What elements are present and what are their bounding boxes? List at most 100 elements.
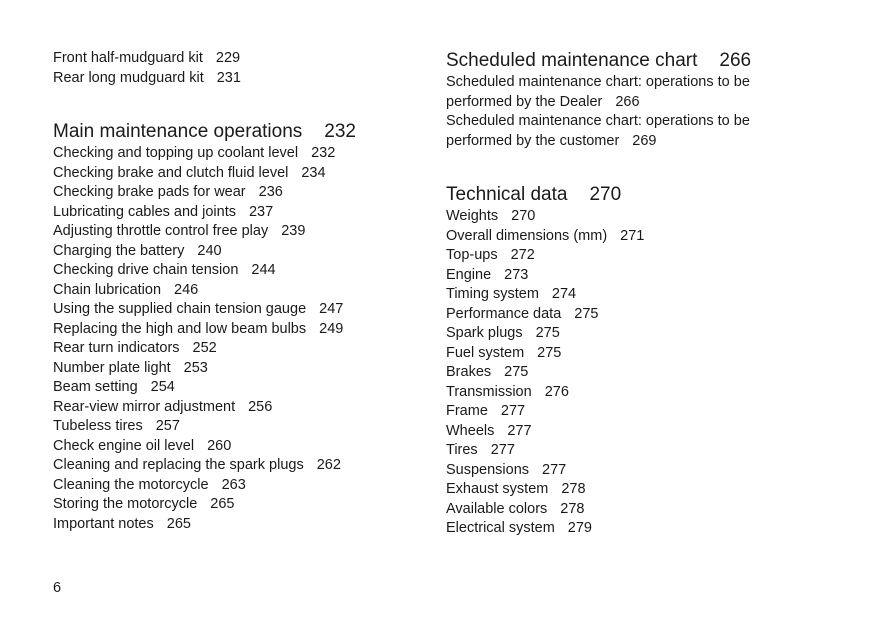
toc-entry-title: Electrical system (446, 520, 555, 536)
toc-entry[interactable]: Using the supplied chain tension gauge 24… (53, 300, 356, 320)
toc-entry-title: Rear-view mirror adjustment (53, 398, 236, 415)
toc-entry[interactable]: Fuel system 275 (446, 344, 644, 364)
toc-heading[interactable]: Scheduled maintenance chart 266 (446, 49, 751, 73)
toc-page-number: 277 (490, 442, 515, 458)
toc-entry[interactable]: Checking and topping up coolant level 232 (53, 144, 356, 164)
toc-entry[interactable]: Scheduled maintenance chart: operations … (446, 112, 751, 132)
toc-entry-title: Front half-mudguard kit (53, 50, 203, 66)
toc-entry-title: Checking and topping up coolant level (53, 145, 299, 161)
toc-page-number: 272 (510, 247, 535, 263)
toc-entry-title: Spark plugs (446, 325, 523, 341)
toc-entry[interactable]: Rear long mudguard kit 231 (53, 69, 241, 89)
toc-page-number: 275 (535, 325, 560, 341)
toc-page-number: 257 (155, 418, 180, 434)
toc-entry[interactable]: Transmission 276 (446, 383, 644, 403)
toc-entry-title: Important notes (53, 515, 154, 532)
toc-entry-title: Checking brake pads for wear (53, 184, 246, 200)
toc-entry-title: Performance data (446, 305, 562, 322)
toc-page-number: 239 (281, 223, 306, 239)
toc-page-number: 236 (258, 184, 283, 200)
toc-entry[interactable]: Chain lubrication 246 (53, 281, 356, 301)
toc-entry-title: Weights (446, 208, 499, 224)
toc-page-number: 249 (319, 320, 344, 337)
toc-entry-title: Cleaning and replacing the spark plugs (53, 457, 304, 473)
toc-page-number: 265 (166, 515, 191, 532)
toc-entry[interactable]: Charging the battery 240 (53, 242, 356, 262)
toc-entry-title: Transmission (446, 383, 532, 400)
toc-page-number: 265 (210, 496, 235, 512)
toc-entry[interactable]: Tubeless tires 257 (53, 417, 356, 437)
toc-entry[interactable]: Beam setting 254 (53, 378, 356, 398)
toc-page-number: 237 (248, 203, 274, 220)
toc-section-technical-data: Technical data 270 Weights 270 Overall dimen… (446, 183, 644, 539)
toc-entry[interactable]: Rear turn indicators 252 (53, 339, 356, 359)
toc-entry[interactable]: Timing system 274 (446, 285, 644, 305)
toc-entry[interactable]: Performance data 275 (446, 305, 644, 325)
toc-page-number: 240 (197, 242, 222, 259)
toc-entry[interactable]: Checking brake pads for wear 236 (53, 183, 356, 203)
toc-page-number: 244 (251, 262, 276, 278)
toc-page-number: 266 (719, 50, 752, 71)
toc-page-number: 277 (500, 403, 526, 419)
toc-entry[interactable]: Engine 273 (446, 266, 644, 286)
toc-entry-title: Engine (446, 266, 492, 283)
toc-entry-title: Tubeless tires (53, 418, 143, 434)
toc-page-number: 269 (632, 132, 657, 149)
toc-entry[interactable]: Rear-view mirror adjustment 256 (53, 398, 356, 418)
toc-page-number: 232 (311, 145, 336, 161)
page-number: 6 (53, 580, 62, 596)
toc-entry-title: Main maintenance operations (53, 121, 303, 142)
toc-page-number: 277 (507, 422, 532, 439)
toc-entry-title: Chain lubrication (53, 281, 162, 298)
toc-page-number: 263 (221, 476, 246, 493)
toc-entry-title: Suspensions (446, 461, 530, 478)
toc-entry-title: performed by the Dealer (446, 93, 603, 110)
toc-entry[interactable]: Replacing the high and low beam bulbs 249 (53, 320, 356, 340)
toc-entry[interactable]: Tires 277 (446, 441, 644, 461)
toc-entry[interactable]: Wheels 277 (446, 422, 644, 442)
toc-entry[interactable]: Important notes 265 (53, 515, 356, 535)
toc-entry[interactable]: Check engine oil level 260 (53, 437, 356, 457)
toc-entry[interactable]: Scheduled maintenance chart: operations … (446, 73, 751, 93)
toc-entry[interactable]: Available colors 278 (446, 500, 644, 520)
toc-entry-title: Scheduled maintenance chart: operations … (446, 113, 750, 129)
toc-heading[interactable]: Main maintenance operations 232 (53, 120, 356, 144)
toc-page-number: 231 (216, 69, 241, 86)
toc-entry[interactable]: Front half-mudguard kit 229 (53, 49, 241, 69)
toc-entry[interactable]: Brakes 275 (446, 363, 644, 383)
toc-entry[interactable]: Adjusting throttle control free play 239 (53, 222, 356, 242)
toc-entry-title: performed by the customer (446, 132, 620, 149)
toc-page-number: 270 (589, 184, 622, 205)
toc-entry[interactable]: Checking brake and clutch fluid level 234 (53, 164, 356, 184)
toc-entry[interactable]: Lubricating cables and joints 237 (53, 203, 356, 223)
toc-entry[interactable]: performed by the Dealer 266 (446, 93, 751, 113)
toc-page-number: 247 (319, 301, 344, 317)
toc-entry-title: Technical data (446, 184, 568, 205)
toc-page-number: 229 (215, 50, 241, 66)
toc-entry-title: Wheels (446, 422, 495, 439)
toc-page-number: 254 (150, 379, 175, 395)
toc-entry[interactable]: Frame 277 (446, 402, 644, 422)
toc-entry-title: Number plate light (53, 359, 171, 376)
toc-entry[interactable]: Weights 270 (446, 207, 644, 227)
toc-entry[interactable]: Storing the motorcycle 265 (53, 495, 356, 515)
toc-entry[interactable]: Top-ups 272 (446, 246, 644, 266)
toc-entry[interactable]: performed by the customer 269 (446, 132, 751, 152)
toc-entry-title: Brakes (446, 364, 492, 380)
toc-entry-title: Cleaning the motorcycle (53, 476, 209, 493)
toc-entry-title: Beam setting (53, 379, 138, 395)
toc-entry[interactable]: Exhaust system 278 (446, 480, 644, 500)
toc-entry[interactable]: Number plate light 253 (53, 359, 356, 379)
toc-entry[interactable]: Suspensions 277 (446, 461, 644, 481)
toc-entry[interactable]: Cleaning the motorcycle 263 (53, 476, 356, 496)
toc-section-scheduled-maintenance: Scheduled maintenance chart 266 Scheduled … (446, 49, 751, 151)
toc-entry[interactable]: Spark plugs 275 (446, 324, 644, 344)
toc-entry[interactable]: Electrical system 279 (446, 519, 644, 539)
toc-entry[interactable]: Cleaning and replacing the spark plugs 26… (53, 456, 356, 476)
toc-entry[interactable]: Checking drive chain tension 244 (53, 261, 356, 281)
toc-section-main-maintenance: Main maintenance operations 232 Checking a… (53, 120, 356, 534)
toc-entry-title: Available colors (446, 500, 548, 517)
toc-heading[interactable]: Technical data 270 (446, 183, 644, 207)
toc-entry[interactable]: Overall dimensions (mm) 271 (446, 227, 644, 247)
